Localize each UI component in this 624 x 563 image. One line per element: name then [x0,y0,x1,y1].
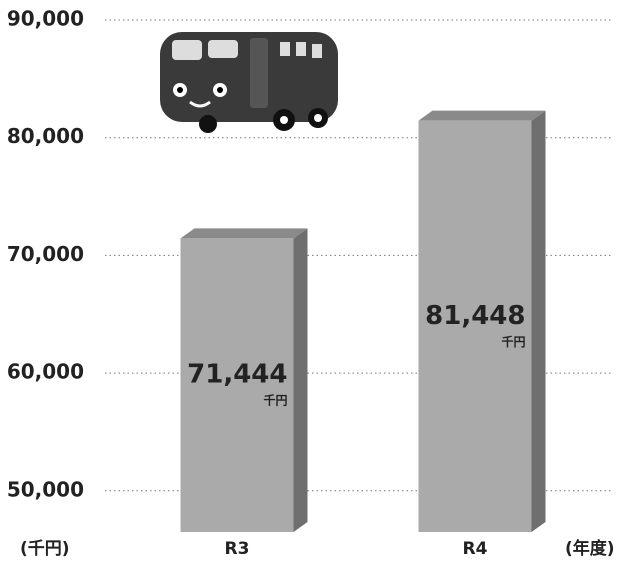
value-unit: 千円 [501,334,525,349]
value-label: 81,448 [425,301,525,331]
y-tick-label: 70,000 [7,242,84,266]
chart: (千円) (年度) 50,000 60,000 70,000 80,000 90,000… [0,0,624,563]
x-tick-label: R4 [463,539,488,559]
bus-illustration [160,32,338,133]
x-axis-unit: (年度) [565,538,615,559]
y-tick-label: 60,000 [7,360,84,384]
bar-side [294,228,308,532]
y-tick-label: 80,000 [7,124,84,148]
value-label: 71,444 [187,360,287,390]
y-axis-unit: (千円) [20,539,70,559]
value-unit: 千円 [263,393,287,408]
bar-top [419,111,546,121]
y-tick-label: 90,000 [7,7,84,31]
x-tick-label: R3 [225,539,250,559]
y-tick-label: 50,000 [7,477,84,501]
bar-top [181,228,308,238]
bar-side [532,111,546,532]
